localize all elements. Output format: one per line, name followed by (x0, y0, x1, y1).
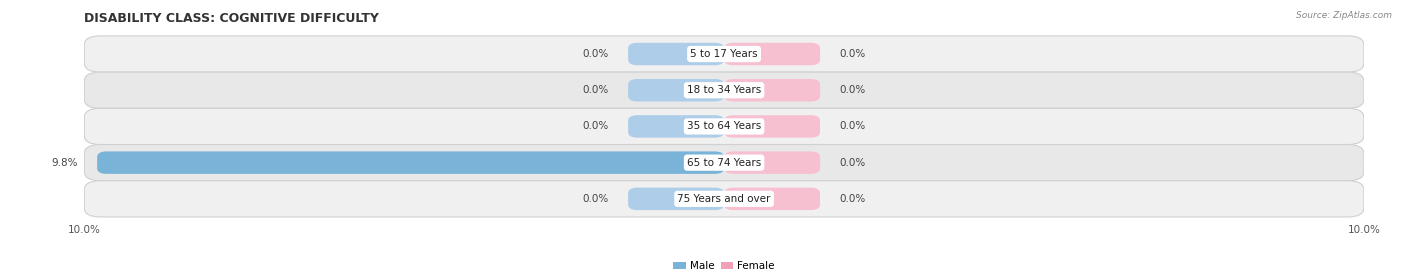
Text: 35 to 64 Years: 35 to 64 Years (688, 121, 761, 132)
FancyBboxPatch shape (84, 108, 1364, 144)
FancyBboxPatch shape (97, 151, 724, 174)
Text: 0.0%: 0.0% (839, 194, 866, 204)
Text: 5 to 17 Years: 5 to 17 Years (690, 49, 758, 59)
Text: 0.0%: 0.0% (839, 158, 866, 168)
Text: DISABILITY CLASS: COGNITIVE DIFFICULTY: DISABILITY CLASS: COGNITIVE DIFFICULTY (84, 12, 380, 25)
Legend: Male, Female: Male, Female (669, 257, 779, 269)
FancyBboxPatch shape (628, 188, 724, 210)
Text: 9.8%: 9.8% (52, 158, 77, 168)
FancyBboxPatch shape (84, 72, 1364, 108)
Text: 75 Years and over: 75 Years and over (678, 194, 770, 204)
Text: 0.0%: 0.0% (582, 121, 609, 132)
FancyBboxPatch shape (84, 36, 1364, 72)
FancyBboxPatch shape (628, 79, 724, 101)
FancyBboxPatch shape (84, 144, 1364, 181)
Text: 0.0%: 0.0% (582, 194, 609, 204)
FancyBboxPatch shape (724, 79, 820, 101)
FancyBboxPatch shape (628, 43, 724, 65)
FancyBboxPatch shape (724, 115, 820, 138)
FancyBboxPatch shape (724, 43, 820, 65)
Text: 0.0%: 0.0% (839, 85, 866, 95)
FancyBboxPatch shape (84, 181, 1364, 217)
FancyBboxPatch shape (628, 115, 724, 138)
Text: 18 to 34 Years: 18 to 34 Years (688, 85, 761, 95)
Text: 0.0%: 0.0% (839, 49, 866, 59)
FancyBboxPatch shape (724, 188, 820, 210)
Text: 65 to 74 Years: 65 to 74 Years (688, 158, 761, 168)
Text: Source: ZipAtlas.com: Source: ZipAtlas.com (1296, 11, 1392, 20)
Text: 0.0%: 0.0% (839, 121, 866, 132)
FancyBboxPatch shape (724, 151, 820, 174)
Text: 0.0%: 0.0% (582, 85, 609, 95)
Text: 0.0%: 0.0% (582, 49, 609, 59)
